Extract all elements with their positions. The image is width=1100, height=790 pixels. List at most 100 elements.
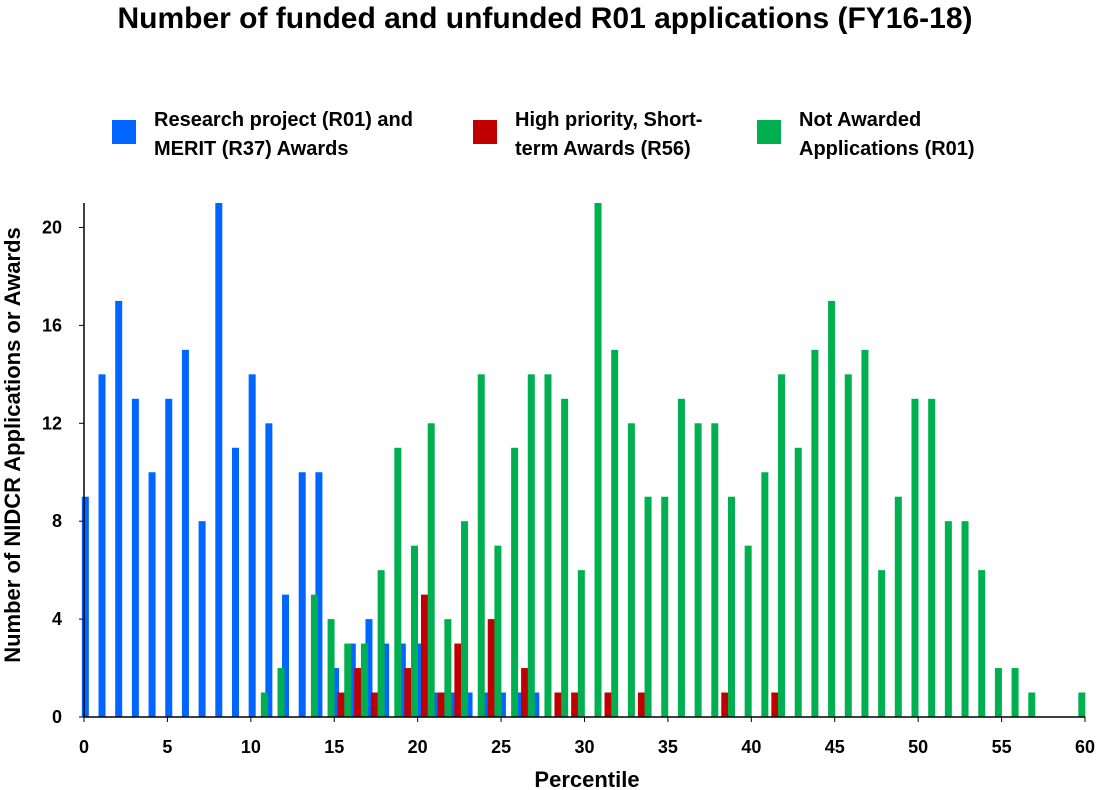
bar-series1-7 [198,521,206,717]
bar-series2-22 [454,643,462,717]
bar-series3-27 [544,374,552,717]
bar-series3-47 [878,570,886,717]
bar-series3-19 [410,545,418,717]
bar-series3-42 [794,447,802,717]
bar-series3-37 [711,423,719,717]
bar-series2-28 [554,692,562,717]
bar-series1-2 [115,300,123,717]
bar-series3-33 [644,496,652,717]
bar-series1-10 [248,374,256,717]
bar-series2-29 [571,692,579,717]
bar-series3-54 [994,668,1002,717]
bar-series1-17 [365,619,373,717]
bar-series2-15 [337,692,345,717]
x-tick-label: 25 [491,737,511,757]
y-tick-label: 20 [42,217,62,237]
bars [81,203,1086,717]
legend-label-series1: MERIT (R37) Awards [154,138,348,160]
bar-series3-31 [611,349,619,717]
bar-series3-23 [477,374,485,717]
chart-title: Number of funded and unfunded R01 applic… [117,2,972,35]
bar-series3-17 [377,570,385,717]
bar-series3-40 [761,472,769,717]
bar-series3-45 [844,374,852,717]
bar-series3-14 [327,619,335,717]
bar-series3-21 [444,619,452,717]
bar-series2-31 [604,692,612,717]
bar-series3-48 [894,496,902,717]
x-tick-label: 15 [324,737,344,757]
bar-series3-55 [1011,668,1019,717]
bar-series2-17 [370,692,378,717]
bar-series1-13 [298,472,306,717]
x-tick-label: 0 [79,737,89,757]
legend-label-series2: High priority, Short- [515,109,702,131]
bar-series1-9 [231,447,239,717]
bar-series3-35 [677,398,685,717]
y-tick-label: 16 [42,315,62,335]
x-tick-label: 10 [241,737,261,757]
bar-series2-21 [437,692,445,717]
bar-series2-20 [421,594,429,717]
bar-series3-26 [527,374,535,717]
bar-series3-44 [828,300,836,717]
bar-series3-10 [260,692,268,717]
bar-series3-28 [561,398,569,717]
legend-swatch-series3 [757,120,781,144]
bar-series2-33 [637,692,645,717]
bar-series1-19 [398,643,406,717]
y-tick-label: 4 [52,609,62,629]
bar-series1-16 [348,643,356,717]
bar-series3-22 [461,521,469,717]
bar-series3-52 [961,521,969,717]
x-tick-label: 30 [574,737,594,757]
bar-series1-22 [448,692,456,717]
bar-series1-14 [315,472,323,717]
x-tick-label: 35 [658,737,678,757]
bar-series3-34 [661,496,669,717]
bar-series1-23 [465,692,473,717]
legend-label-series1: Research project (R01) and [154,109,413,131]
bar-series3-13 [310,594,318,717]
bar-series2-26 [521,668,529,717]
bar-series3-51 [944,521,952,717]
bar-series1-20 [415,643,423,717]
bar-series3-32 [627,423,635,717]
bar-series3-50 [928,398,936,717]
bar-series1-11 [265,423,273,717]
bar-series3-24 [494,545,502,717]
x-axis-label: Percentile [534,767,639,790]
y-tick-label: 0 [52,707,62,727]
bar-series3-56 [1028,692,1036,717]
bar-series1-21 [432,692,440,717]
x-tick-label: 45 [825,737,845,757]
bar-series2-38 [721,692,729,717]
bar-series1-15 [332,668,340,717]
x-tick-label: 60 [1075,737,1095,757]
bar-series1-5 [165,398,173,717]
x-tick-label: 5 [162,737,172,757]
bar-series3-59 [1078,692,1086,717]
bar-series1-1 [98,374,106,717]
x-ticks: 0 5 10 15 20 25 30 35 40 45 50 55 60 [79,717,1095,757]
bar-series3-38 [727,496,735,717]
y-axis-label: Number of NIDCR Applications or Awards [0,227,25,663]
x-tick-label: 40 [741,737,761,757]
bar-series3-11 [277,668,285,717]
bar-series1-0 [81,496,89,717]
bar-series2-16 [354,668,362,717]
bar-series3-16 [360,643,368,717]
bar-series1-3 [131,398,139,717]
bar-series1-4 [148,472,156,717]
y-ticks: 0 4 8 12 16 20 [42,217,84,727]
bar-series3-53 [978,570,986,717]
x-tick-label: 50 [908,737,928,757]
bar-series3-46 [861,349,869,717]
bar-series1-12 [282,594,290,717]
y-tick-label: 8 [52,511,62,531]
bar-series1-27 [532,692,540,717]
bar-series3-43 [811,349,819,717]
bar-series1-6 [181,349,189,717]
legend-label-series3: Applications (R01) [799,138,975,160]
